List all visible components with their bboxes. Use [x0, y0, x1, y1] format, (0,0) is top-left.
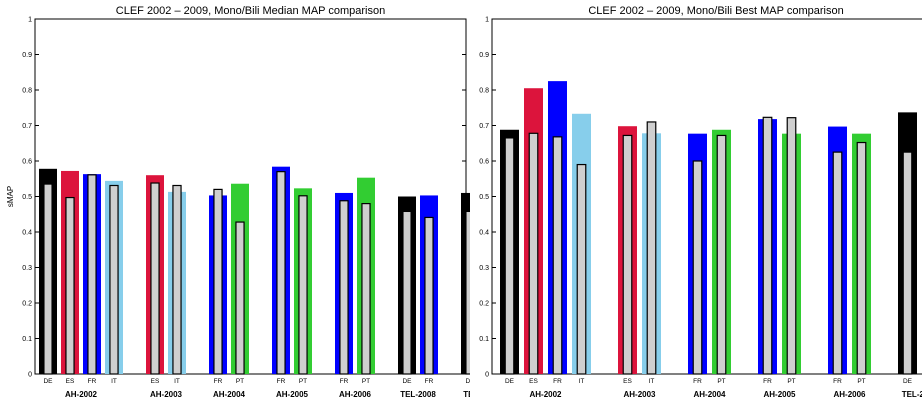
bili-bar: [832, 151, 843, 375]
bar-lang-label: PT: [787, 378, 795, 385]
bar-lang-label: DE: [43, 378, 53, 385]
y-tick-label: 0.1: [479, 336, 489, 343]
bili-bar: [276, 171, 286, 375]
group-label: AH-2002: [529, 390, 562, 399]
bili-bar: [87, 174, 97, 375]
group-label: TEL-2008: [902, 390, 922, 399]
group-label: AH-2006: [833, 390, 866, 399]
bili-bar: [762, 116, 773, 375]
y-tick-label: 0.9: [22, 52, 32, 59]
group-label: AH-2004: [693, 390, 726, 399]
bili-bar: [109, 184, 119, 375]
bar-lang-label: FR: [88, 378, 97, 385]
group-label: TEL-2009: [463, 390, 470, 399]
bili-bar: [172, 184, 182, 375]
bili-bar: [339, 200, 349, 375]
bar-lang-label: PT: [717, 378, 725, 385]
y-tick-label: 0.4: [479, 230, 489, 237]
chart-title: CLEF 2002 – 2009, Mono/Bili Median MAP c…: [116, 5, 385, 17]
median-map-chart: CLEF 2002 – 2009, Mono/Bili Median MAP c…: [6, 5, 470, 399]
y-tick-label: 0: [28, 372, 32, 379]
bar-lang-label: FR: [340, 378, 349, 385]
y-tick-label: 0.1: [22, 336, 32, 343]
group-label: TEL-2008: [400, 390, 436, 399]
y-tick-label: 0.8: [479, 88, 489, 95]
y-tick-label: 0.7: [479, 123, 489, 130]
bili-bar: [465, 210, 470, 375]
bar-lang-label: DE: [465, 378, 470, 385]
bili-bar: [902, 151, 913, 375]
y-tick-label: 0.3: [479, 265, 489, 272]
y-tick-label: 0: [485, 372, 489, 379]
bili-bar: [692, 160, 703, 375]
bili-bar: [646, 121, 657, 375]
bar-lang-label: ES: [151, 378, 160, 385]
y-axis-label: sMAP: [6, 186, 15, 207]
group-label: AH-2002: [65, 390, 98, 399]
bili-bar: [402, 210, 412, 375]
bar-lang-label: ES: [623, 378, 632, 385]
bili-bar: [43, 183, 53, 375]
bar-lang-label: IT: [174, 378, 180, 385]
bar-lang-label: PT: [857, 378, 865, 385]
bar-lang-label: DE: [402, 378, 412, 385]
bili-bar: [150, 182, 160, 375]
bili-bar: [622, 134, 633, 375]
bar-lang-label: IT: [649, 378, 655, 385]
group-label: AH-2005: [276, 390, 309, 399]
y-tick-label: 0.5: [479, 194, 489, 201]
bar-lang-label: FR: [553, 378, 562, 385]
bar-lang-label: FR: [763, 378, 772, 385]
bar-lang-label: FR: [425, 378, 434, 385]
group-label: AH-2003: [623, 390, 656, 399]
bar-lang-label: FR: [833, 378, 842, 385]
bar-lang-label: IT: [111, 378, 117, 385]
bili-bar: [528, 132, 539, 375]
group-label: AH-2004: [213, 390, 246, 399]
y-tick-label: 0.6: [479, 159, 489, 166]
group-label: AH-2006: [339, 390, 372, 399]
y-tick-label: 0.5: [22, 194, 32, 201]
bili-bar: [576, 163, 587, 375]
bili-bar: [298, 195, 308, 375]
bar-lang-label: FR: [214, 378, 223, 385]
bili-bar: [856, 141, 867, 375]
bili-bar: [716, 134, 727, 375]
bili-bar: [213, 188, 223, 375]
y-tick-label: 0.2: [479, 301, 489, 308]
chart-title: CLEF 2002 – 2009, Mono/Bili Best MAP com…: [588, 5, 843, 17]
bar-lang-label: DE: [903, 378, 913, 385]
bili-bar: [65, 196, 75, 375]
bar-lang-label: ES: [66, 378, 75, 385]
y-tick-label: 1: [28, 17, 32, 24]
best-map-chart: CLEF 2002 – 2009, Mono/Bili Best MAP com…: [470, 5, 922, 399]
bar-lang-label: FR: [693, 378, 702, 385]
bar-lang-label: IT: [579, 378, 585, 385]
bar-lang-label: PT: [362, 378, 370, 385]
y-tick-label: 0.6: [22, 159, 32, 166]
bili-bar: [235, 221, 245, 375]
bili-bar: [786, 117, 797, 375]
bar-lang-label: DE: [505, 378, 515, 385]
group-label: AH-2005: [763, 390, 796, 399]
bar-lang-label: PT: [299, 378, 307, 385]
y-tick-label: 0.7: [22, 123, 32, 130]
group-label: AH-2003: [150, 390, 183, 399]
y-tick-label: 0.8: [22, 88, 32, 95]
bili-bar: [552, 136, 563, 375]
bili-bar: [361, 203, 371, 375]
y-tick-label: 1: [485, 17, 489, 24]
y-tick-label: 0.9: [479, 52, 489, 59]
bar-lang-label: PT: [236, 378, 244, 385]
bar-lang-label: ES: [529, 378, 538, 385]
bili-bar: [504, 137, 515, 375]
bili-bar: [424, 216, 434, 375]
y-tick-label: 0.2: [22, 301, 32, 308]
y-tick-label: 0.4: [22, 230, 32, 237]
bar-lang-label: FR: [277, 378, 286, 385]
y-axis-label: sMAP: [470, 186, 472, 207]
y-tick-label: 0.3: [22, 265, 32, 272]
